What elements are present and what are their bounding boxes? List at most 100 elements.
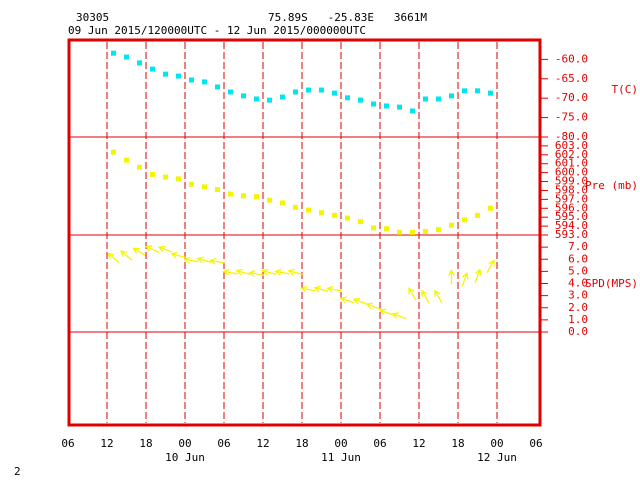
wind-arrow <box>170 251 186 259</box>
y-tick-label: 1.0 <box>568 313 588 326</box>
data-point <box>436 96 441 102</box>
data-point <box>319 87 324 93</box>
data-point <box>241 193 246 199</box>
wind-arrow <box>107 252 120 264</box>
wind-arrow <box>287 268 303 276</box>
y-tick-label: -60.0 <box>555 52 588 65</box>
wind-arrow <box>209 257 225 265</box>
y-tick-label: 3.0 <box>568 289 588 302</box>
data-point <box>254 194 259 200</box>
data-point <box>423 228 428 234</box>
y-tick-label: 603.0 <box>555 139 588 152</box>
data-point <box>345 215 350 221</box>
data-point <box>202 184 207 190</box>
data-point <box>488 205 493 211</box>
wind-arrow <box>235 268 251 276</box>
wind-arrow <box>474 268 482 284</box>
data-point <box>137 60 142 66</box>
y-tick-label: 7.0 <box>568 240 588 253</box>
data-point <box>150 66 155 72</box>
x-tick-label: 18 <box>139 437 152 450</box>
data-point <box>358 97 363 103</box>
y-tick-label: 600.0 <box>555 166 588 179</box>
y-tick-label: 596.0 <box>555 201 588 214</box>
data-point <box>306 87 311 93</box>
data-point <box>111 50 116 56</box>
wind-arrow <box>486 259 495 273</box>
wind-arrow <box>300 285 316 293</box>
data-point <box>176 73 181 79</box>
wind-arrow <box>261 268 277 276</box>
wind-arrow <box>378 308 394 316</box>
wind-arrow <box>408 287 417 301</box>
x-tick-label: 06 <box>529 437 542 450</box>
page-number: 2 <box>14 465 21 478</box>
data-point <box>332 212 337 218</box>
data-point <box>384 226 389 232</box>
wind-arrow <box>391 312 407 320</box>
data-point <box>150 171 155 177</box>
x-tick-label: 00 <box>178 437 191 450</box>
data-point <box>345 95 350 101</box>
y-tick-label: 2.0 <box>568 301 588 314</box>
data-point <box>371 225 376 231</box>
data-point <box>280 200 285 206</box>
y-axis-label: SPD(MPS) <box>585 277 638 290</box>
date-label: 12 Jun <box>477 451 517 464</box>
station-id: 30305 <box>76 11 109 24</box>
data-point <box>306 207 311 213</box>
y-tick-label: 597.0 <box>555 192 588 205</box>
wind-arrow <box>144 245 160 254</box>
data-point <box>371 101 376 107</box>
wind-arrow <box>157 245 173 253</box>
wind-arrow <box>196 256 212 264</box>
y-tick-label: 6.0 <box>568 252 588 265</box>
x-tick-label: 18 <box>295 437 308 450</box>
data-point <box>111 149 116 155</box>
data-point <box>202 79 207 85</box>
data-point <box>423 96 428 102</box>
wind-arrow <box>339 296 355 304</box>
data-point <box>410 229 415 235</box>
data-point <box>176 176 181 182</box>
wind-arrow <box>274 268 290 276</box>
x-tick-label: 06 <box>61 437 74 450</box>
data-point <box>397 229 402 235</box>
wind-arrow <box>434 289 443 304</box>
data-point <box>267 97 272 103</box>
date-label: 11 Jun <box>321 451 361 464</box>
wind-arrow <box>222 268 238 276</box>
y-tick-label: 593.0 <box>555 228 588 241</box>
x-tick-label: 06 <box>373 437 386 450</box>
wind-arrow <box>326 285 342 293</box>
data-point <box>293 204 298 210</box>
wind-arrow <box>248 270 264 277</box>
wind-arrow <box>183 256 199 264</box>
data-point <box>280 94 285 100</box>
x-tick-label: 00 <box>490 437 503 450</box>
data-point <box>358 219 363 225</box>
data-point <box>137 164 142 170</box>
frame <box>67 38 542 427</box>
data-point <box>332 90 337 96</box>
y-tick-label: 601.0 <box>555 157 588 170</box>
x-tick-label: 18 <box>451 437 464 450</box>
data-point <box>475 88 480 94</box>
data-point <box>488 90 493 96</box>
data-point <box>462 88 467 94</box>
x-tick-label: 00 <box>334 437 347 450</box>
x-tick-label: 12 <box>100 437 113 450</box>
y-axis-label: Pre (mb) <box>585 179 638 192</box>
wind-arrow <box>120 250 133 261</box>
x-tick-label: 12 <box>256 437 269 450</box>
data-point <box>293 89 298 95</box>
y-tick-label: 594.0 <box>555 219 588 232</box>
data-point <box>189 181 194 187</box>
wind-arrow <box>132 247 146 257</box>
data-point <box>189 77 194 83</box>
y-tick-label: -80.0 <box>555 130 588 143</box>
data-point <box>124 54 129 60</box>
data-point <box>228 89 233 95</box>
y-tick-label: -65.0 <box>555 72 588 85</box>
